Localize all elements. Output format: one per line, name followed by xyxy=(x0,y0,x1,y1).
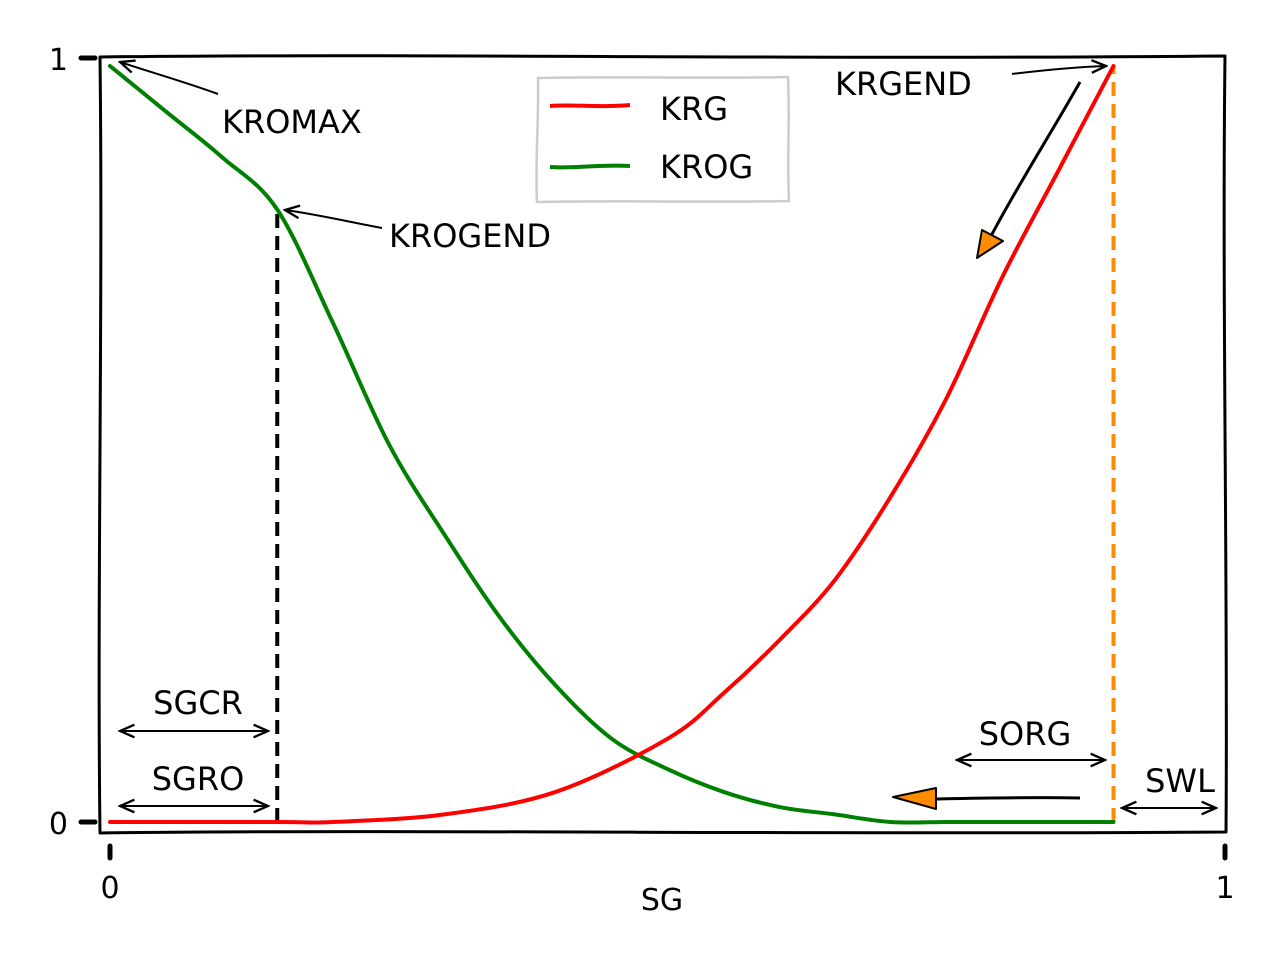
sorg-label: SORG xyxy=(979,715,1072,753)
legend-swatch-krog xyxy=(549,163,631,170)
series-line-krg xyxy=(108,64,1116,825)
x-axis-label: SG xyxy=(641,883,683,918)
sgro-label: SGRO xyxy=(152,760,245,798)
legend-box xyxy=(535,75,791,204)
plot-frame xyxy=(97,54,1228,835)
y-tick-label-1: 1 xyxy=(49,43,68,78)
legend-label-krog: KROG xyxy=(660,148,753,186)
krgend-arrow xyxy=(1011,66,1106,75)
krogend-arrow xyxy=(285,210,383,229)
legend: KRG KROG xyxy=(535,75,791,204)
krgend-label: KRGEND xyxy=(835,65,972,103)
kromax-label: KROMAX xyxy=(222,103,362,141)
swl-label: SWL xyxy=(1145,762,1215,800)
x-tick-label-1: 1 xyxy=(1215,871,1234,906)
direction-arrow-left xyxy=(892,787,1081,810)
x-tick-label-0: 0 xyxy=(100,871,119,906)
direction-arrow-down xyxy=(976,81,1082,259)
sgcr-label: SGCR xyxy=(153,684,243,722)
ticks xyxy=(78,55,1228,861)
legend-swatch-krg xyxy=(549,103,631,109)
legend-label-krg: KRG xyxy=(660,90,728,128)
y-tick-label-0: 0 xyxy=(49,807,68,842)
kromax-arrow xyxy=(120,62,219,95)
krogend-label: KROGEND xyxy=(389,217,551,255)
series-line-krog xyxy=(108,64,1116,825)
